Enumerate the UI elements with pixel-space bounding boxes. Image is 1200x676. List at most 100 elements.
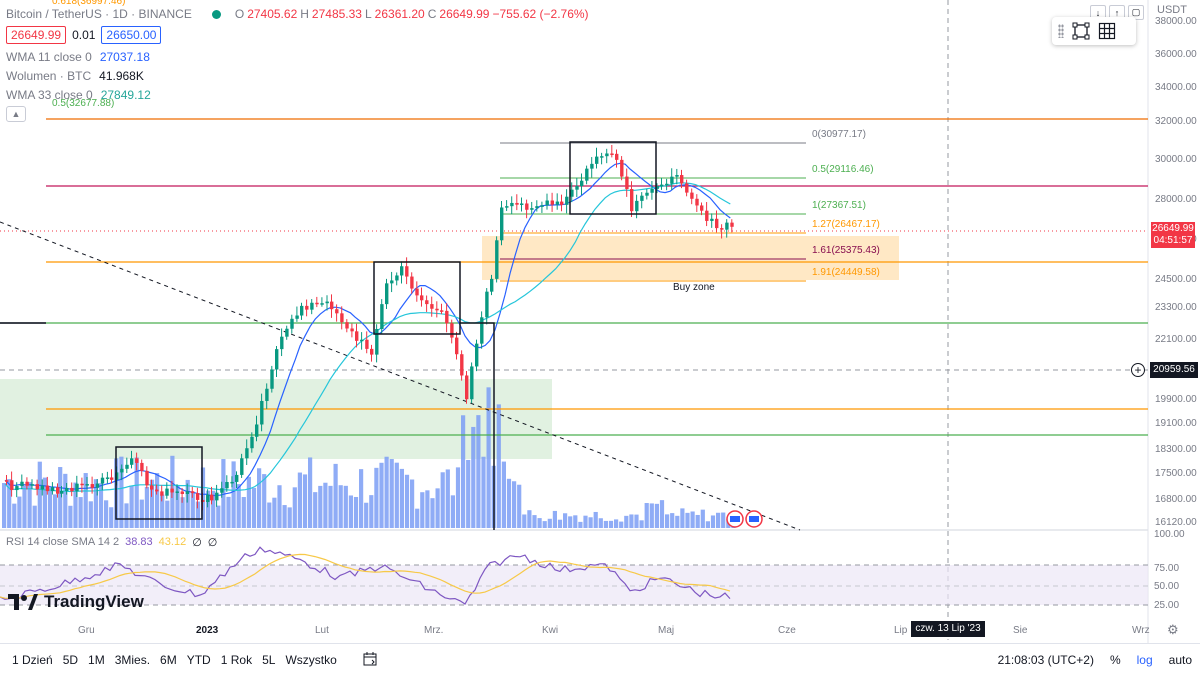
volume-bar [241,497,246,528]
candle-body [230,481,234,484]
volume-bar [144,486,149,528]
volume-bar [348,495,353,528]
range-button[interactable]: 5L [262,653,276,667]
arrow-down-icon[interactable]: ↓ [1090,5,1106,20]
maximize-icon[interactable]: ▢ [1128,5,1144,20]
volume-bar [506,478,512,528]
range-button[interactable]: 6M [160,653,177,667]
range-button[interactable]: 3Mies. [114,653,151,667]
range-button[interactable]: Wszystko [285,653,337,667]
candle-body [95,483,100,488]
gear-icon[interactable]: ⚙ [1167,622,1179,637]
candle-body [600,156,604,158]
volume-bar [721,512,726,528]
indicator-name: WMA 33 close 0 [6,87,93,102]
add-alert-plus-icon[interactable]: + [1131,363,1145,377]
range-button[interactable]: YTD [186,653,211,667]
volume-bar [333,463,338,528]
range-button[interactable]: 1 Rok [220,653,253,667]
range-button[interactable]: 5D [62,653,79,667]
sell-button[interactable]: 26649.99 [6,26,67,44]
volume-bar [88,501,93,528]
time-axis-label: Lut [315,625,329,636]
volume-bar [710,515,716,528]
candle-body [595,156,599,164]
candle-body [30,484,34,486]
rsi-axis-25: 25.00 [1154,600,1180,611]
auto-toggle[interactable]: auto [1168,653,1192,667]
grid-tool-icon[interactable] [1098,22,1116,40]
volume-bar [109,507,114,528]
candle-body [350,328,354,332]
buy-button[interactable]: 26650.00 [101,26,162,44]
volume-bar [705,521,710,528]
candle-body [100,477,105,484]
candle-body [320,303,324,305]
volume-bar [226,496,231,528]
candle-body [290,318,294,329]
volume-bar [73,482,78,528]
volume-bar [149,479,155,528]
fib-label: 0(30977.17) [812,129,866,140]
indicator-row-wma33[interactable]: WMA 33 close 0 27849.12 [6,85,589,104]
candle-body [175,491,179,493]
volume-bar [649,503,654,528]
candle-body [520,203,524,205]
indicator-name: WMA 11 close 0 [6,49,92,64]
candle-body [120,468,124,473]
indicator-row-volume[interactable]: Wolumen · BTC 41.968K [6,66,589,85]
candle-body [50,487,55,492]
volume-bar [63,473,68,528]
volume-bar [695,514,700,528]
range-button[interactable]: 1 Dzień [12,653,53,667]
price-axis-label: 16120.00 [1155,517,1197,528]
candle-body [420,295,424,301]
rectangle-tool-icon[interactable] [1072,22,1090,40]
price-axis-label: 18300.00 [1155,444,1197,455]
candle-body [435,308,439,311]
candle-body [525,203,529,210]
log-toggle[interactable]: log [1136,653,1153,667]
volume-bar [2,483,7,528]
price-axis-label: 36000.00 [1155,49,1197,60]
candle-body [110,477,114,480]
candle-body [450,323,454,338]
candle-body [360,339,364,342]
candle-body [190,491,195,494]
volume-bar [104,500,109,528]
candle-body [695,198,699,206]
percent-toggle[interactable]: % [1109,653,1121,667]
time-axis-label: Gru [78,625,95,636]
candle-body [720,228,724,230]
fib-label: 0.5(29116.46) [812,164,874,175]
chart-grid [0,0,1149,643]
candle-body [495,240,499,279]
clock-timezone[interactable]: 21:08:03 (UTC+2) [997,653,1094,667]
volume-bar [7,479,12,528]
candle-body [485,291,489,318]
tradingview-logo[interactable]: TradingView [8,592,144,612]
drawing-zones [0,236,899,459]
candle-body [690,192,694,199]
rsi-legend[interactable]: RSI 14 close SMA 14 2 38.83 43.12 ∅ ∅ [6,536,217,549]
collapse-legend-button[interactable]: ▲ [6,106,26,122]
time-axis-label: Lip [894,625,908,636]
range-button[interactable]: 1M [88,653,105,667]
candle-body [70,487,74,492]
indicator-row-wma11[interactable]: WMA 11 close 0 27037.18 [6,47,589,66]
volume-bar [58,467,63,528]
volume-bar [665,514,670,528]
currency-label[interactable]: USDT [1157,4,1187,16]
calendar-icon[interactable] [363,651,377,669]
drag-handle-icon[interactable] [1058,24,1064,38]
candle-body [535,206,539,209]
floating-drawing-toolbar [1052,17,1136,45]
volume-bar [466,459,471,528]
status-area: 21:08:03 (UTC+2) % log auto [998,644,1192,676]
time-axis-label: Wrz [1132,625,1150,636]
volume-bar [262,474,267,528]
rsi-band [0,565,1148,605]
candle-body [475,343,479,367]
symbol-title[interactable]: Bitcoin / TetherUS · 1D · BINANCE [6,7,192,21]
